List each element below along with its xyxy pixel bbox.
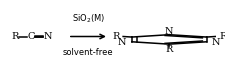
Text: C: C	[27, 32, 35, 41]
Text: R: R	[112, 32, 119, 41]
Text: solvent-free: solvent-free	[63, 48, 114, 57]
Text: R: R	[166, 45, 173, 54]
Text: R: R	[219, 32, 225, 41]
Text: N: N	[118, 38, 127, 47]
Text: SiO$_2$(M): SiO$_2$(M)	[72, 13, 105, 25]
Text: R: R	[11, 32, 19, 41]
Text: N: N	[212, 38, 220, 47]
Text: N: N	[165, 27, 173, 36]
Text: N: N	[43, 32, 52, 41]
